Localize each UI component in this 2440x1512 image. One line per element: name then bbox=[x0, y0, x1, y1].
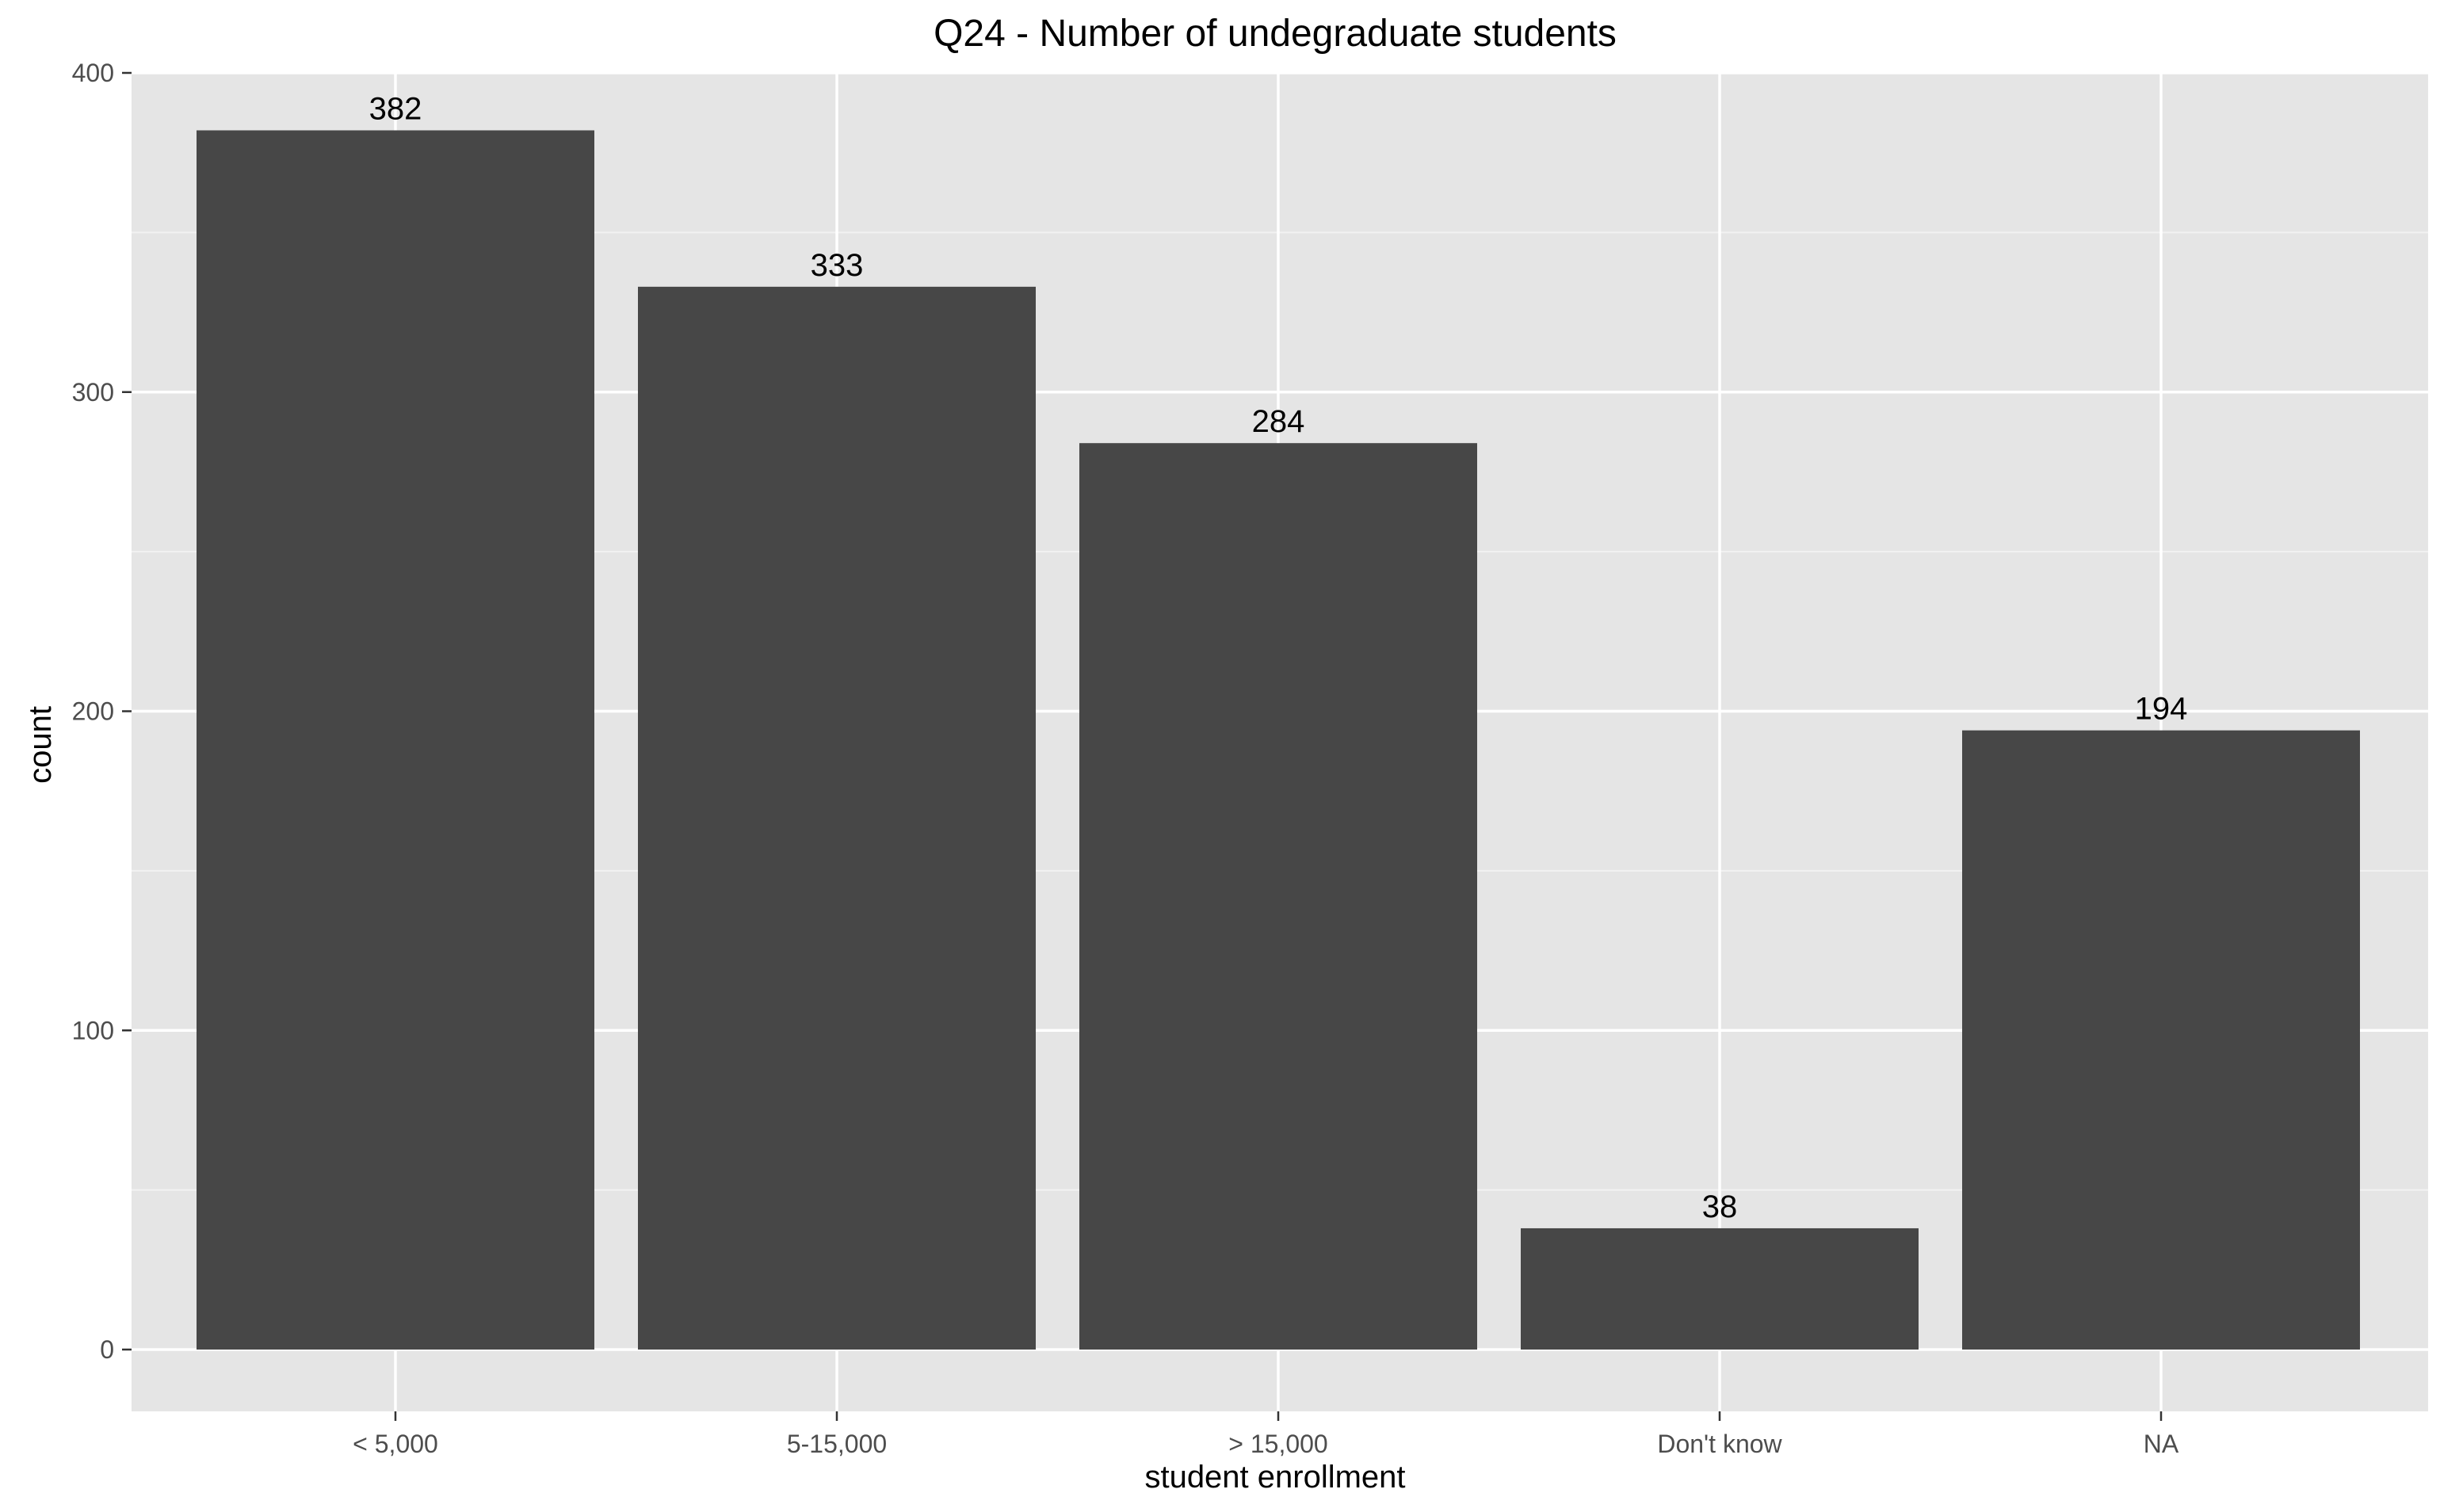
bar-value-label: 194 bbox=[2135, 692, 2188, 727]
x-tick-label: > 15,000 bbox=[1228, 1430, 1327, 1458]
bar-value-label: 382 bbox=[369, 91, 422, 126]
y-tick-label: 400 bbox=[72, 59, 114, 87]
bar bbox=[1521, 1228, 1919, 1350]
y-tick-label: 300 bbox=[72, 378, 114, 407]
x-tick-label: NA bbox=[2144, 1430, 2179, 1458]
y-tick-label: 100 bbox=[72, 1016, 114, 1044]
bar bbox=[1079, 443, 1477, 1350]
y-tick-label: 0 bbox=[100, 1335, 114, 1364]
y-tick-label: 200 bbox=[72, 697, 114, 726]
x-tick-label: Don't know bbox=[1657, 1430, 1782, 1458]
bar-series bbox=[197, 130, 2360, 1350]
bar-value-label: 333 bbox=[811, 248, 864, 283]
y-axis: 0 100 200 300 400 bbox=[72, 59, 132, 1364]
x-axis-title: student enrollment bbox=[1144, 1460, 1405, 1495]
bar bbox=[197, 130, 594, 1350]
y-axis-title: count bbox=[23, 706, 58, 784]
data-labels: 382 333 284 38 194 bbox=[369, 91, 2188, 1224]
bar-value-label: 284 bbox=[1252, 404, 1305, 439]
x-tick-label: < 5,000 bbox=[353, 1430, 438, 1458]
x-tick-label: 5-15,000 bbox=[787, 1430, 887, 1458]
bar bbox=[638, 286, 1036, 1350]
chart-title: Q24 - Number of undegraduate students bbox=[934, 13, 1617, 55]
bar bbox=[1962, 730, 2360, 1350]
bar-value-label: 38 bbox=[1702, 1189, 1738, 1224]
x-axis: < 5,000 5-15,000 > 15,000 Don't know NA bbox=[353, 1411, 2179, 1458]
